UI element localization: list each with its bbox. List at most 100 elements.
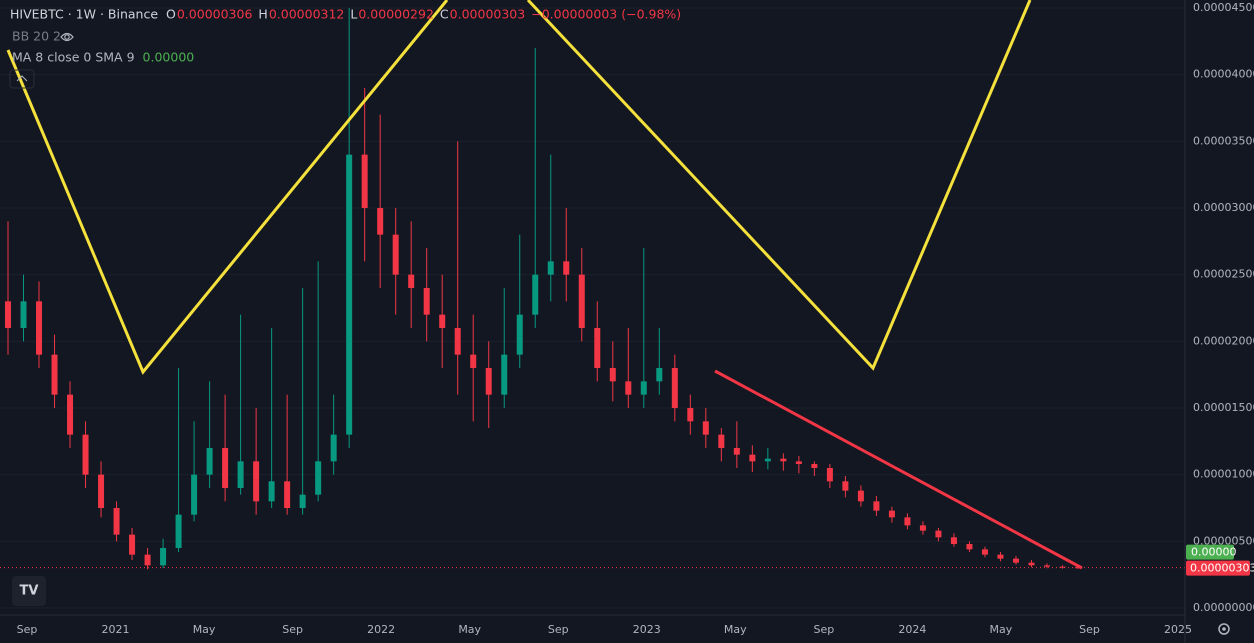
change: −0.00000003 (−0.98%) [531, 7, 681, 22]
candle-body [966, 544, 973, 550]
candle-body [144, 554, 151, 566]
x-tick-label: May [724, 623, 747, 636]
candle-body [780, 458, 787, 462]
candle-body [206, 448, 213, 475]
candle-body [795, 461, 802, 464]
candle-body [392, 234, 399, 275]
y-tick-label: 0.00000500 [1193, 534, 1254, 547]
eye-icon[interactable] [60, 32, 74, 42]
candle-body [997, 554, 1004, 559]
x-tick-label: May [193, 623, 216, 636]
candle-body [1012, 558, 1019, 563]
symbol: HIVEBTC · 1W · Binance [10, 7, 158, 22]
ohlc-key: L [350, 7, 357, 22]
candle-body [919, 525, 926, 531]
candle-body [113, 508, 120, 535]
ohlc-key: H [258, 7, 267, 22]
ohlc: O 0.00000306 H 0.00000312 L 0.00000292 C 0.0000… [166, 7, 681, 22]
candle-body [1043, 565, 1050, 567]
candle-body [687, 408, 694, 422]
x-tick-label: Sep [1079, 623, 1100, 636]
svg-text:TV: TV [20, 584, 39, 599]
candle-body [330, 434, 337, 462]
candle-body [888, 510, 895, 518]
x-tick-label: Sep [548, 623, 569, 636]
y-tick-label: 0.00004500 [1193, 1, 1254, 14]
candle-body [749, 454, 756, 462]
candle-body [82, 434, 89, 475]
settings-icon[interactable] [1218, 623, 1230, 635]
candle-body [315, 461, 322, 495]
candle-body [20, 301, 27, 328]
candles [0, 8, 1185, 570]
candle-body [361, 154, 368, 208]
candle-body [51, 354, 58, 395]
x-tick-label: 2025 [1164, 623, 1192, 636]
candle-body [718, 434, 725, 448]
x-tick-label: 2024 [898, 623, 926, 636]
candle-body [609, 368, 616, 382]
candle-body [299, 494, 306, 508]
candle-body [67, 394, 74, 435]
candle-body [160, 548, 167, 566]
candle-body [702, 421, 709, 435]
y-tick-label: 0.00002000 [1193, 334, 1254, 347]
candle-body [1075, 567, 1081, 569]
candle-body [423, 288, 430, 315]
last-price-label: 0.00000303 [1190, 562, 1254, 575]
candle-body [640, 381, 647, 395]
last-price-tag [1186, 560, 1250, 576]
ohlc-value: 0.00000306 [177, 7, 253, 22]
y-tick-label: 0.00000000 [1193, 601, 1254, 614]
ohlc-value: 0.00000303 [450, 7, 526, 22]
candle-body [733, 448, 740, 455]
indicator-value: 0.00000 [143, 50, 195, 65]
candle-body [485, 368, 492, 395]
logo: TV [12, 576, 46, 606]
zigzag-drawing [526, 0, 1032, 371]
x-tick-label: 2023 [633, 623, 661, 636]
zigzag-drawing [6, 0, 449, 375]
candle-body [237, 461, 244, 488]
candle-body [129, 534, 136, 555]
candle-body [1059, 566, 1066, 568]
candle-body [454, 328, 461, 355]
candle-body [36, 301, 43, 355]
ohlc-key: C [440, 7, 449, 22]
y-tick-label: 0.00002500 [1193, 268, 1254, 281]
candle-body [625, 381, 632, 395]
candle-body [1028, 562, 1035, 566]
y-tick-label: 0.00003000 [1193, 201, 1254, 214]
candle-body [377, 208, 384, 235]
candle-body [516, 314, 523, 355]
candle-body [935, 530, 942, 538]
candle-body [470, 354, 477, 368]
axes: 0.00000000 0.00000500 0.00001000 0.00001500… [17, 1, 1254, 636]
candle-body [175, 514, 182, 548]
x-tick-label: Sep [282, 623, 303, 636]
candle-body [563, 261, 570, 275]
candle-body [981, 549, 988, 555]
candle-body [532, 274, 539, 315]
candle-body [950, 537, 957, 544]
candle-body [98, 474, 105, 508]
ohlc-value: 0.00000292 [358, 7, 434, 22]
candle-body [284, 481, 291, 508]
candle-body [671, 368, 678, 408]
grid [0, 7, 1185, 609]
x-tick-label: Sep [813, 623, 834, 636]
y-tick-label: 0.00004000 [1193, 68, 1254, 81]
x-tick-label: 2022 [367, 623, 395, 636]
y-tick-label: 0.00001500 [1193, 401, 1254, 414]
x-tick-label: Sep [17, 623, 38, 636]
collapse-button[interactable] [9, 69, 35, 89]
candle-body [346, 154, 353, 435]
indicator: BB 20 2 [12, 29, 61, 44]
candle-body [547, 261, 554, 275]
candle-body [253, 461, 260, 502]
ohlc-value: 0.00000312 [269, 7, 345, 22]
candle-body [501, 354, 508, 395]
candle-body [842, 481, 849, 491]
